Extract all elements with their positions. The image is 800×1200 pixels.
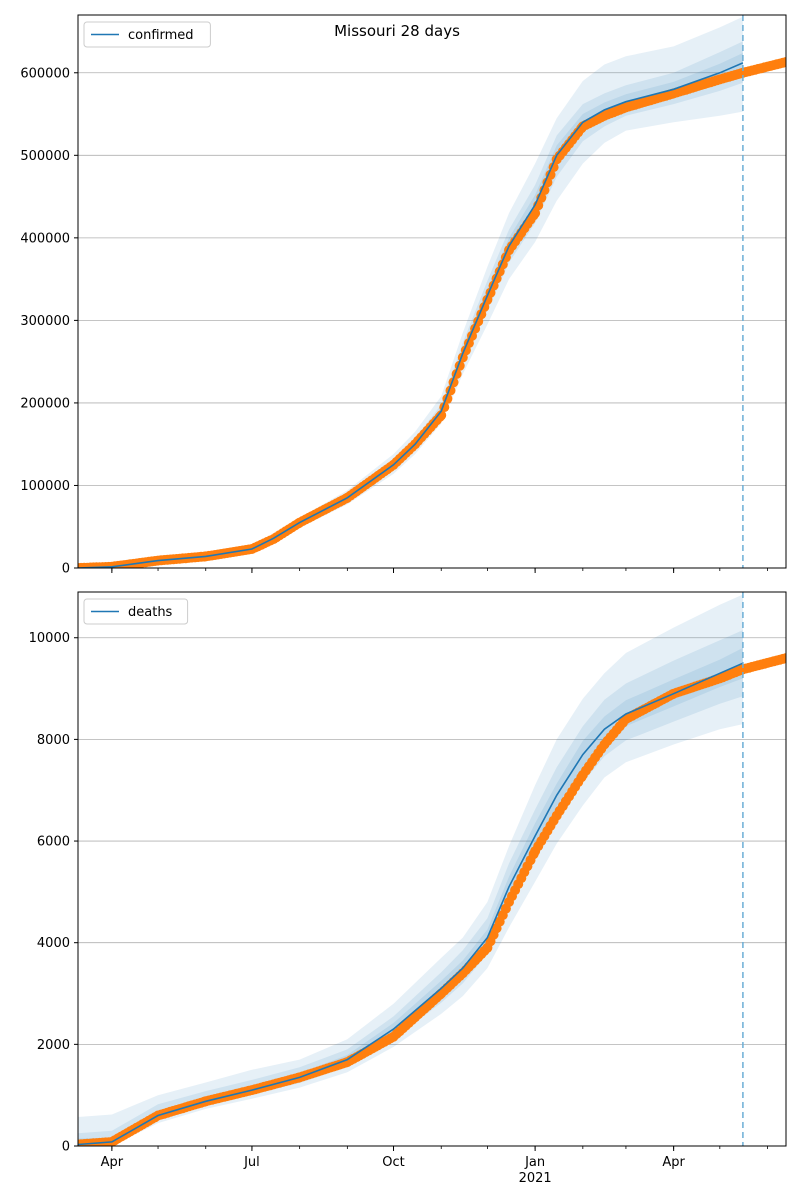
uncertainty-band-inner bbox=[78, 53, 743, 568]
legend-box bbox=[83, 598, 189, 625]
uncertainty-band-inner bbox=[78, 647, 743, 1145]
legend: confirmed bbox=[83, 21, 211, 48]
deaths-line bbox=[78, 662, 744, 1146]
uncertainty-band-middle bbox=[78, 630, 743, 1145]
y-tick-label: 600000 bbox=[20, 66, 70, 81]
observed-point bbox=[530, 208, 541, 219]
x-tick-label: Apr bbox=[662, 1155, 685, 1170]
y-tick-label: 0 bbox=[62, 1140, 70, 1155]
x-tick-label: Apr bbox=[101, 1155, 124, 1170]
legend-box bbox=[83, 21, 211, 48]
uncertainty-band-outer bbox=[78, 594, 743, 1146]
y-tick-label: 500000 bbox=[20, 149, 70, 164]
figure-title: Missouri 28 days bbox=[334, 22, 460, 40]
y-tick-label: 6000 bbox=[37, 835, 70, 850]
plot-area bbox=[78, 594, 786, 1146]
observed-point bbox=[545, 169, 556, 180]
observed-markers bbox=[78, 57, 786, 568]
confirmed-chart: 0 100000 200000 300000 400000 500000 600000 con… bbox=[20, 14, 787, 577]
legend: deaths bbox=[83, 598, 189, 625]
y-tick-label: 10000 bbox=[29, 631, 70, 646]
y-tick-label: 200000 bbox=[20, 396, 70, 411]
uncertainty-band-outer bbox=[78, 16, 743, 568]
axes-frame bbox=[77, 591, 787, 1147]
axes-frame bbox=[77, 14, 787, 569]
y-tick-label: 0 bbox=[62, 562, 70, 577]
x-tick-label: Oct bbox=[382, 1155, 404, 1170]
legend-label: confirmed bbox=[128, 28, 194, 43]
y-tick-label: 400000 bbox=[20, 231, 70, 246]
observed-point bbox=[436, 410, 447, 421]
x-tick-label: Jan bbox=[524, 1155, 545, 1170]
x-tick-label: Jul bbox=[243, 1155, 260, 1170]
legend-label: deaths bbox=[128, 605, 173, 620]
y-tick-label: 4000 bbox=[37, 936, 70, 951]
observed-markers bbox=[78, 653, 786, 1146]
y-tick-label: 100000 bbox=[20, 479, 70, 494]
plot-area bbox=[78, 16, 786, 568]
observed-point bbox=[542, 177, 553, 188]
y-tick-label: 300000 bbox=[20, 314, 70, 329]
y-tick-label: 2000 bbox=[37, 1038, 70, 1053]
confirmed-line bbox=[78, 62, 744, 568]
x-tick-sublabel: 2021 bbox=[519, 1171, 552, 1186]
y-tick-label: 8000 bbox=[37, 733, 70, 748]
observed-point bbox=[781, 653, 786, 664]
observed-point bbox=[781, 57, 786, 68]
